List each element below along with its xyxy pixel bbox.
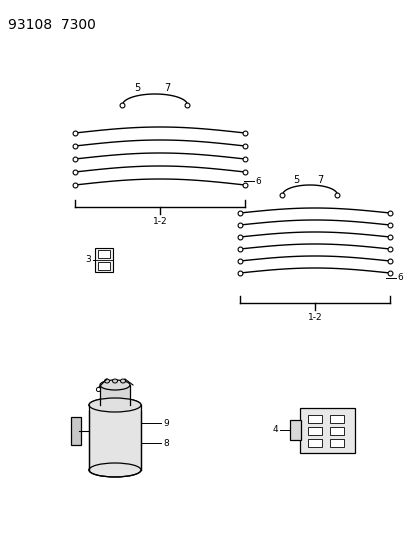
Bar [289,420,300,440]
Text: 7: 7 [164,83,170,93]
Bar [307,439,321,447]
Text: 6: 6 [254,176,260,185]
Bar [329,427,343,435]
Bar [329,439,343,447]
Text: 5: 5 [133,83,140,93]
Bar [307,427,321,435]
Text: 7: 7 [316,175,322,185]
Bar [307,415,321,423]
Text: 5: 5 [292,175,299,185]
Text: 1-2: 1-2 [307,313,322,322]
Ellipse shape [104,379,109,383]
Text: 93108  7300: 93108 7300 [8,18,96,32]
Bar [89,405,141,470]
Text: 3: 3 [85,255,91,264]
Bar [71,417,81,445]
Bar [98,250,110,258]
Bar [299,408,354,453]
Text: 6: 6 [396,273,402,282]
Bar [329,415,343,423]
Bar [100,385,130,405]
Ellipse shape [100,380,130,390]
Ellipse shape [89,398,141,412]
Text: 9: 9 [163,418,169,427]
Ellipse shape [89,463,141,477]
Ellipse shape [112,379,117,383]
Text: 4: 4 [272,425,277,434]
Text: 1-2: 1-2 [152,217,167,226]
Bar [98,262,110,270]
Ellipse shape [120,379,125,383]
Bar [95,248,113,272]
Ellipse shape [89,398,141,412]
Text: 8: 8 [163,439,169,448]
